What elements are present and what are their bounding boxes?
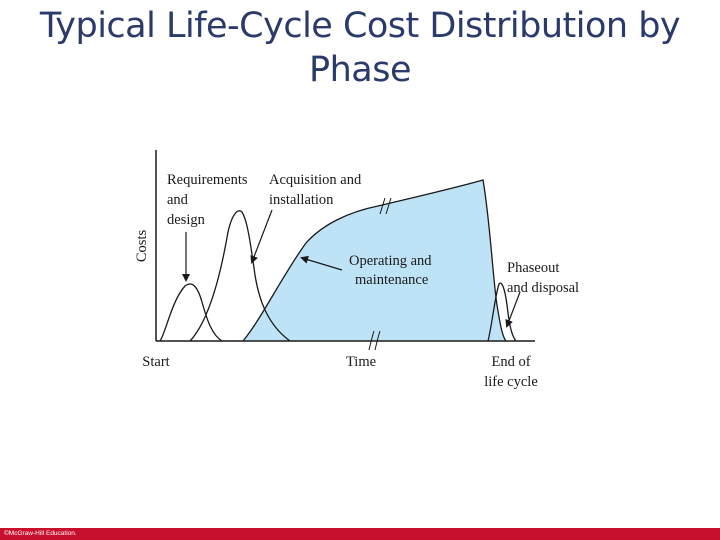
x-end-label-line-1: End of	[491, 354, 530, 370]
phaseout-label-line-1: Phaseout	[507, 260, 559, 276]
acquisition-arrow	[250, 209, 273, 264]
axis-break-mark	[368, 330, 381, 351]
x-start-label: Start	[142, 354, 169, 370]
footer-bar: ©McGraw-Hill Education.	[0, 528, 720, 540]
slide-title-line-1: Typical Life-Cycle Cost Distribution by	[39, 6, 681, 46]
phaseout-arrow	[505, 291, 521, 328]
requirements-label-line-3: design	[167, 212, 206, 228]
x-axis-label: Time	[346, 354, 376, 370]
phaseout-label-line-2: and disposal	[507, 280, 579, 296]
operating-label-line-2: maintenance	[355, 272, 428, 288]
acquisition-label-line-1: Acquisition and	[269, 172, 362, 188]
requirements-label-line-1: Requirements	[167, 172, 248, 188]
curve-break-mark	[379, 197, 392, 215]
operating-maintenance-area	[243, 180, 506, 341]
acquisition-label-line-2: installation	[269, 192, 334, 208]
operating-label-line-1: Operating and	[349, 253, 432, 269]
operating-arrow	[300, 255, 343, 271]
copyright-text: ©McGraw-Hill Education.	[4, 530, 77, 537]
slide-title-line-2: Phase	[308, 50, 412, 90]
x-end-label-line-2: life cycle	[484, 374, 538, 390]
y-axis-label: Costs	[134, 230, 150, 263]
requirements-design-curve	[159, 283, 223, 342]
acquisition-installation-curve	[189, 210, 291, 342]
operating-maintenance-curve	[242, 179, 507, 342]
slide-title: Typical Life-Cycle Cost Distribution by …	[0, 4, 720, 92]
requirements-label-line-2: and	[167, 192, 189, 208]
